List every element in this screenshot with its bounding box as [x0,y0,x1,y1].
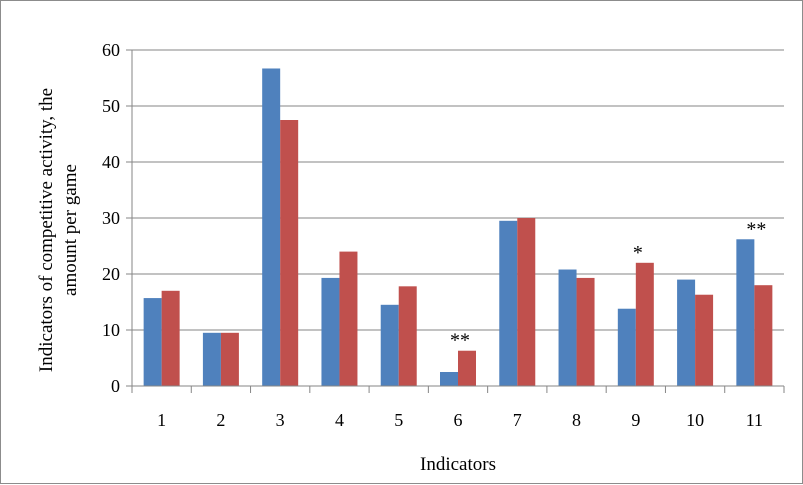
significance-marker: * [633,242,643,264]
y-tick-label: 0 [111,376,120,396]
bar [517,218,536,386]
x-axis-title: Indicators [420,454,496,475]
bar [695,294,714,386]
bar [202,332,221,386]
y-tick-label: 30 [102,208,120,228]
bars [143,68,773,386]
x-tick-label: 9 [631,410,640,430]
bar [143,298,162,386]
bar [499,220,518,386]
bar [262,68,281,386]
bar [339,251,358,386]
y-tick-label: 10 [102,320,120,340]
bar [736,239,755,386]
gridlines [132,49,784,331]
bar [576,277,595,386]
y-tick-label: 60 [102,40,120,60]
bar [321,277,340,386]
y-tick-label: 20 [102,264,120,284]
x-tick-label: 1 [157,410,166,430]
x-tick-label: 3 [276,410,285,430]
bar [440,372,458,386]
bar [380,304,399,386]
significance-marker: ** [746,218,766,240]
bar [558,269,577,386]
y-axis-title-line-2: amount per game [60,164,81,296]
y-tick-label: 50 [102,96,120,116]
significance-marker: ** [450,330,470,352]
bar [161,290,180,386]
bar [220,332,239,386]
bar [677,279,696,386]
bar [635,262,654,386]
x-tick-label: 10 [686,410,704,430]
x-tick-label: 8 [572,410,581,430]
y-tick-labels: 0 10 20 30 40 50 60 [102,40,120,396]
bar [617,308,636,386]
x-tick-label: 7 [513,410,522,430]
bar [280,120,299,386]
x-tick-label: 4 [335,410,344,430]
bar [754,285,773,386]
bar [398,286,417,386]
x-tick-label: 11 [746,410,763,430]
bar [458,350,476,386]
y-axis-title-line-1: Indicators of competitive activity, the [36,88,57,372]
x-tick-label: 5 [394,410,403,430]
y-tick-label: 40 [102,152,120,172]
x-tick-label: 6 [454,410,463,430]
x-tick-labels: 1 2 3 4 5 6 7 8 9 10 11 [157,410,763,430]
x-tick-label: 2 [216,410,225,430]
axes [126,49,785,393]
annotations: ***** [450,218,766,351]
